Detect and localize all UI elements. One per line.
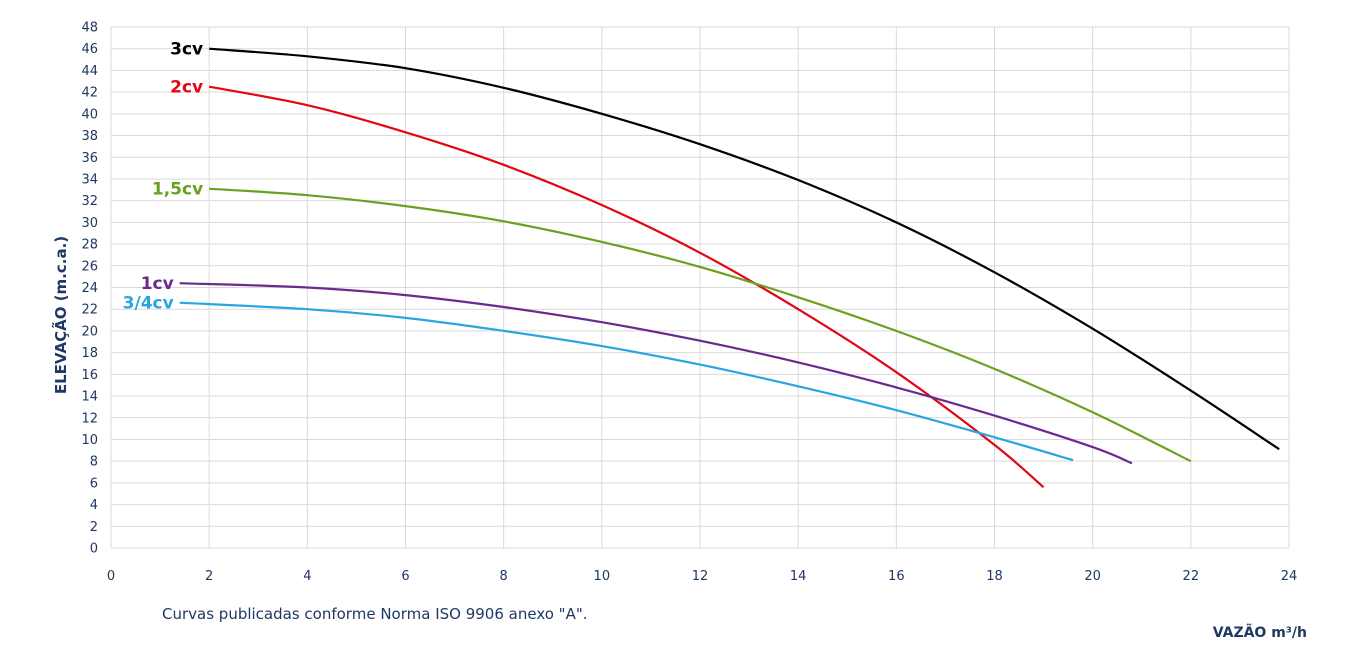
y-tick-label: 26	[81, 259, 98, 274]
y-tick-label: 2	[90, 520, 98, 535]
y-axis-ticks: 0246810121416182022242628303234363840424…	[81, 21, 98, 557]
y-tick-label: 28	[81, 238, 98, 253]
x-tick-label: 14	[790, 569, 807, 584]
y-tick-label: 44	[81, 64, 98, 79]
x-tick-label: 24	[1281, 569, 1298, 584]
y-axis-title: ELEVAÇÃO (m.c.a.)	[51, 236, 70, 394]
x-tick-label: 6	[401, 569, 409, 584]
x-axis-title: VAZÃO m³/h	[1213, 624, 1307, 641]
y-tick-label: 22	[81, 303, 98, 318]
series-label: 3cv	[170, 40, 203, 60]
series-label: 2cv	[170, 78, 203, 98]
x-tick-label: 8	[500, 569, 508, 584]
x-tick-label: 10	[594, 569, 611, 584]
y-tick-label: 34	[81, 172, 98, 187]
x-tick-label: 22	[1183, 569, 1200, 584]
y-tick-label: 40	[81, 107, 98, 122]
y-tick-label: 8	[90, 455, 98, 470]
y-tick-label: 6	[90, 476, 98, 491]
y-tick-label: 42	[81, 86, 98, 101]
y-tick-label: 18	[81, 346, 98, 361]
x-tick-label: 18	[986, 569, 1003, 584]
series-label: 1,5cv	[152, 180, 203, 200]
series-label: 1cv	[141, 274, 174, 294]
series-line	[179, 282, 1133, 465]
y-tick-label: 4	[90, 498, 98, 513]
y-tick-label: 36	[81, 151, 98, 166]
y-tick-label: 10	[81, 433, 98, 448]
series-line	[209, 187, 1192, 463]
y-tick-label: 38	[81, 129, 98, 144]
x-tick-label: 16	[888, 569, 905, 584]
y-tick-label: 32	[81, 194, 98, 209]
y-tick-label: 14	[81, 390, 98, 405]
series-line	[179, 301, 1074, 462]
x-tick-label: 20	[1084, 569, 1101, 584]
y-tick-label: 20	[81, 324, 98, 339]
y-tick-label: 16	[81, 368, 98, 383]
series-label: 3/4cv	[123, 294, 174, 314]
series-line	[208, 85, 1045, 489]
y-tick-label: 30	[81, 216, 98, 231]
x-axis-ticks: 0 2 4 6 8 10 12 14 16 18 20 22 24	[107, 569, 1297, 584]
x-tick-label: 12	[692, 569, 709, 584]
x-tick-label: 2	[205, 569, 213, 584]
series-line	[209, 47, 1280, 451]
y-tick-label: 0	[90, 542, 98, 557]
y-tick-label: 46	[81, 42, 98, 57]
y-tick-label: 24	[81, 281, 98, 296]
y-tick-label: 12	[81, 411, 98, 426]
x-tick-label: 4	[303, 569, 311, 584]
y-tick-label: 48	[81, 21, 98, 36]
series-lines	[179, 47, 1280, 489]
x-tick-label: 0	[107, 569, 115, 584]
footnote: Curvas publicadas conforme Norma ISO 990…	[162, 605, 588, 623]
